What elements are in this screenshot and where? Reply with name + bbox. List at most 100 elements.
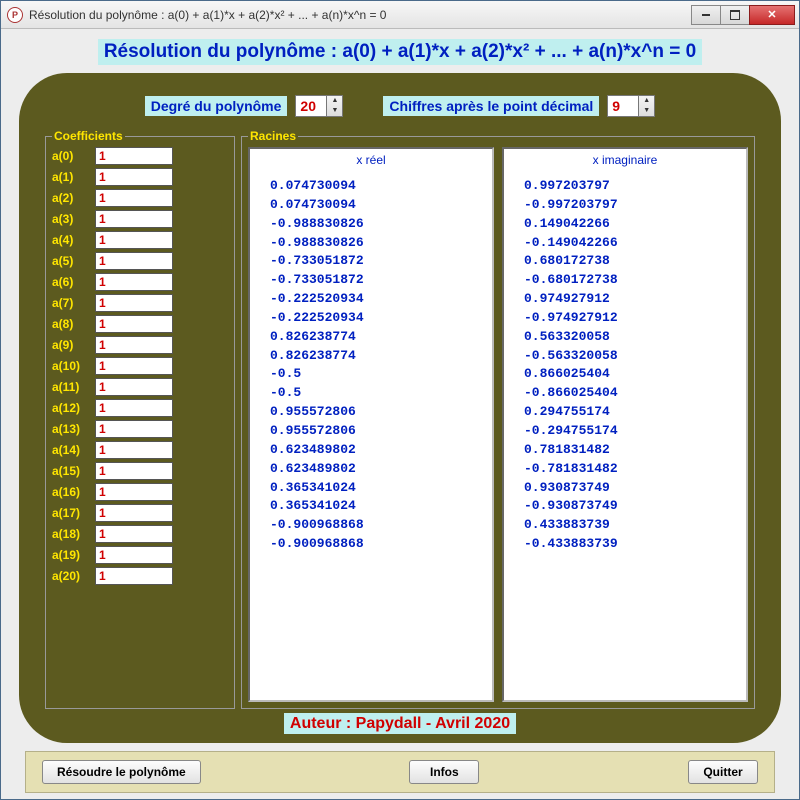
root-value[interactable]: -0.5 xyxy=(270,365,490,384)
root-value[interactable]: 0.781831482 xyxy=(524,441,744,460)
root-value[interactable]: -0.222520934 xyxy=(270,290,490,309)
root-value[interactable]: -0.997203797 xyxy=(524,196,744,215)
window-controls xyxy=(692,5,795,25)
coeff-input[interactable] xyxy=(95,210,173,228)
app-icon: P xyxy=(7,7,23,23)
root-value[interactable]: 0.074730094 xyxy=(270,177,490,196)
coeff-label: a(20) xyxy=(52,569,90,583)
degree-input[interactable] xyxy=(295,95,327,117)
coeff-row: a(4) xyxy=(52,231,228,249)
root-value[interactable]: 0.997203797 xyxy=(524,177,744,196)
coeff-input[interactable] xyxy=(95,525,173,543)
root-value[interactable]: 0.955572806 xyxy=(270,422,490,441)
degree-arrows[interactable]: ▲ ▼ xyxy=(327,95,343,117)
coeff-input[interactable] xyxy=(95,483,173,501)
coeff-row: a(7) xyxy=(52,294,228,312)
root-value[interactable]: -0.900968868 xyxy=(270,516,490,535)
root-value[interactable]: -0.149042266 xyxy=(524,234,744,253)
root-value[interactable]: 0.623489802 xyxy=(270,441,490,460)
decimals-control: Chiffres après le point décimal ▲ ▼ xyxy=(383,95,655,117)
coeff-input[interactable] xyxy=(95,546,173,564)
coeff-input[interactable] xyxy=(95,168,173,186)
decimals-label: Chiffres après le point décimal xyxy=(383,96,599,116)
roots-real-listbox[interactable]: x réel 0.074730094 0.074730094-0.9888308… xyxy=(248,147,494,702)
root-value[interactable]: -0.733051872 xyxy=(270,271,490,290)
coeff-input[interactable] xyxy=(95,567,173,585)
coeff-row: a(15) xyxy=(52,462,228,480)
root-value[interactable]: -0.781831482 xyxy=(524,460,744,479)
root-value[interactable]: -0.988830826 xyxy=(270,215,490,234)
coeff-input[interactable] xyxy=(95,504,173,522)
root-value[interactable]: -0.988830826 xyxy=(270,234,490,253)
coeff-input[interactable] xyxy=(95,147,173,165)
coeff-input[interactable] xyxy=(95,441,173,459)
root-value[interactable]: -0.294755174 xyxy=(524,422,744,441)
coeff-label: a(1) xyxy=(52,170,90,184)
root-value[interactable]: 0.149042266 xyxy=(524,215,744,234)
root-value[interactable]: 0.866025404 xyxy=(524,365,744,384)
degree-spinner[interactable]: ▲ ▼ xyxy=(295,95,343,117)
roots-imag-listbox[interactable]: x imaginaire 0.997203797-0.997203797 0.1… xyxy=(502,147,748,702)
root-value[interactable]: 0.433883739 xyxy=(524,516,744,535)
root-value[interactable]: 0.955572806 xyxy=(270,403,490,422)
quit-button[interactable]: Quitter xyxy=(688,760,758,784)
root-value[interactable]: 0.623489802 xyxy=(270,460,490,479)
root-value[interactable]: 0.563320058 xyxy=(524,328,744,347)
root-value[interactable]: -0.974927912 xyxy=(524,309,744,328)
coeff-input[interactable] xyxy=(95,399,173,417)
solve-button[interactable]: Résoudre le polynôme xyxy=(42,760,201,784)
root-value[interactable]: 0.294755174 xyxy=(524,403,744,422)
coeff-label: a(7) xyxy=(52,296,90,310)
coeff-input[interactable] xyxy=(95,294,173,312)
coeff-input[interactable] xyxy=(95,357,173,375)
root-value[interactable]: -0.563320058 xyxy=(524,347,744,366)
maximize-button[interactable] xyxy=(720,5,750,25)
root-value[interactable]: -0.680172738 xyxy=(524,271,744,290)
coeff-row: a(12) xyxy=(52,399,228,417)
root-value[interactable]: 0.826238774 xyxy=(270,328,490,347)
coeff-row: a(1) xyxy=(52,168,228,186)
coeff-input[interactable] xyxy=(95,273,173,291)
panel-body: Coefficients a(0)a(1)a(2)a(3)a(4)a(5)a(6… xyxy=(45,129,755,709)
minimize-button[interactable] xyxy=(691,5,721,25)
chevron-down-icon[interactable]: ▼ xyxy=(639,106,654,116)
coeff-input[interactable] xyxy=(95,315,173,333)
root-value[interactable]: 0.974927912 xyxy=(524,290,744,309)
roots-columns: x réel 0.074730094 0.074730094-0.9888308… xyxy=(248,147,748,702)
coeff-row: a(16) xyxy=(52,483,228,501)
root-value[interactable]: 0.930873749 xyxy=(524,479,744,498)
root-value[interactable]: -0.222520934 xyxy=(270,309,490,328)
coeff-label: a(17) xyxy=(52,506,90,520)
root-value[interactable]: -0.900968868 xyxy=(270,535,490,554)
chevron-down-icon[interactable]: ▼ xyxy=(327,106,342,116)
coeff-label: a(4) xyxy=(52,233,90,247)
coeff-row: a(18) xyxy=(52,525,228,543)
coeff-input[interactable] xyxy=(95,462,173,480)
root-value[interactable]: -0.930873749 xyxy=(524,497,744,516)
coeff-label: a(0) xyxy=(52,149,90,163)
coeff-input[interactable] xyxy=(95,231,173,249)
coeff-row: a(0) xyxy=(52,147,228,165)
decimals-spinner[interactable]: ▲ ▼ xyxy=(607,95,655,117)
root-value[interactable]: 0.074730094 xyxy=(270,196,490,215)
decimals-arrows[interactable]: ▲ ▼ xyxy=(639,95,655,117)
root-value[interactable]: 0.365341024 xyxy=(270,497,490,516)
root-value[interactable]: 0.680172738 xyxy=(524,252,744,271)
coeff-input[interactable] xyxy=(95,252,173,270)
coeff-input[interactable] xyxy=(95,189,173,207)
titlebar[interactable]: P Résolution du polynôme : a(0) + a(1)*x… xyxy=(1,1,799,29)
decimals-input[interactable] xyxy=(607,95,639,117)
coeff-input[interactable] xyxy=(95,336,173,354)
root-value[interactable]: -0.433883739 xyxy=(524,535,744,554)
close-button[interactable] xyxy=(749,5,795,25)
root-value[interactable]: 0.365341024 xyxy=(270,479,490,498)
root-value[interactable]: -0.5 xyxy=(270,384,490,403)
chevron-up-icon[interactable]: ▲ xyxy=(639,96,654,106)
coeff-input[interactable] xyxy=(95,420,173,438)
root-value[interactable]: 0.826238774 xyxy=(270,347,490,366)
root-value[interactable]: -0.733051872 xyxy=(270,252,490,271)
root-value[interactable]: -0.866025404 xyxy=(524,384,744,403)
info-button[interactable]: Infos xyxy=(409,760,479,784)
coeff-input[interactable] xyxy=(95,378,173,396)
chevron-up-icon[interactable]: ▲ xyxy=(327,96,342,106)
